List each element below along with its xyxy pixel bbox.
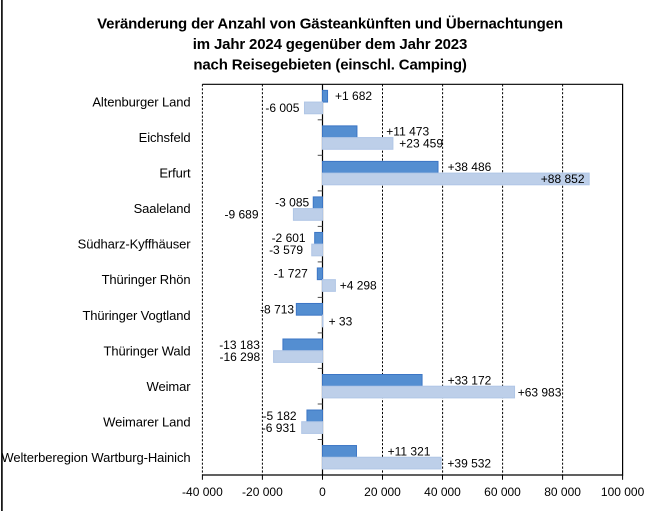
svg-text:+39 532: +39 532 [447, 456, 491, 470]
svg-text:+ 33: + 33 [329, 314, 353, 328]
svg-text:0: 0 [319, 485, 326, 499]
svg-text:Weimar: Weimar [147, 379, 192, 394]
svg-text:+11 473: +11 473 [386, 125, 429, 139]
svg-text:Erfurt: Erfurt [159, 166, 191, 181]
svg-text:nach Reisegebieten (einschl. C: nach Reisegebieten (einschl. Camping) [193, 57, 466, 74]
svg-text:100 000: 100 000 [601, 485, 645, 499]
svg-text:-9 689: -9 689 [224, 208, 258, 222]
svg-text:+11 321: +11 321 [388, 444, 431, 458]
svg-text:-13 183: -13 183 [219, 338, 260, 352]
svg-text:-20 000: -20 000 [242, 485, 283, 499]
svg-text:-6 005: -6 005 [265, 101, 299, 115]
svg-text:+33 172: +33 172 [448, 373, 492, 387]
svg-text:60 000: 60 000 [484, 485, 521, 499]
svg-text:20 000: 20 000 [364, 485, 401, 499]
svg-text:-3 579: -3 579 [269, 243, 303, 257]
svg-text:Altenburger Land: Altenburger Land [92, 95, 190, 110]
svg-text:-3 085: -3 085 [275, 196, 309, 210]
svg-text:Thüringer Vogtland: Thüringer Vogtland [82, 308, 190, 323]
svg-text:+1 682: +1 682 [335, 89, 372, 103]
svg-text:Veränderung der Anzahl von Gäs: Veränderung der Anzahl von Gästeankünfte… [97, 16, 563, 33]
svg-text:-16 298: -16 298 [219, 350, 260, 364]
svg-text:Thüringer Rhön: Thüringer Rhön [102, 272, 191, 287]
svg-text:+23 459: +23 459 [399, 137, 443, 151]
svg-text:+38 486: +38 486 [448, 160, 492, 174]
svg-text:-2 601: -2 601 [272, 231, 306, 245]
svg-text:-8 713: -8 713 [260, 302, 294, 316]
svg-text:-40 000: -40 000 [182, 485, 223, 499]
svg-text:-5 182: -5 182 [263, 409, 297, 423]
svg-text:Saaleland: Saaleland [134, 201, 191, 216]
svg-text:im Jahr 2024 gegenüber dem Jah: im Jahr 2024 gegenüber dem Jahr 2023 [193, 36, 467, 53]
svg-text:Thüringer Wald: Thüringer Wald [104, 343, 191, 358]
svg-text:-1 727: -1 727 [274, 267, 308, 281]
svg-text:Südharz-Kyffhäuser: Südharz-Kyffhäuser [78, 237, 192, 252]
svg-text:-6 931: -6 931 [262, 421, 296, 435]
svg-text:+88 852: +88 852 [541, 172, 585, 186]
svg-text:Eichsfeld: Eichsfeld [139, 130, 191, 145]
svg-text:Welterberegion Wartburg-Hainic: Welterberegion Wartburg-Hainich [1, 450, 190, 465]
svg-text:+4 298: +4 298 [340, 279, 377, 293]
svg-text:80 000: 80 000 [544, 485, 581, 499]
svg-text:+63 983: +63 983 [518, 385, 562, 399]
svg-text:40 000: 40 000 [424, 485, 461, 499]
svg-text:Weimarer Land: Weimarer Land [103, 414, 190, 429]
